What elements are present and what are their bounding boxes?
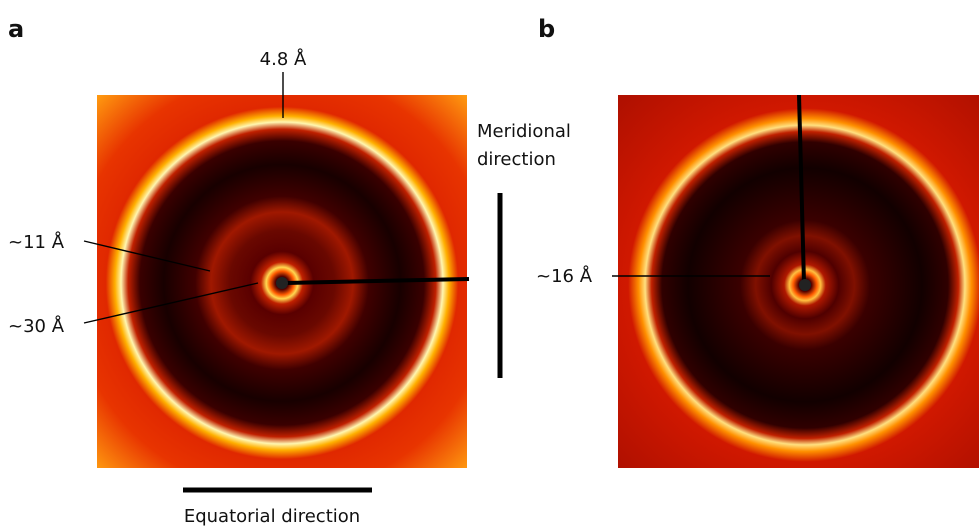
beam-center: [276, 277, 288, 289]
figure: a 4.8 Å ~11 Å ~30 Å Meridional direction…: [0, 0, 979, 527]
annotation-label: ~11 Å: [8, 231, 65, 253]
beam-center: [799, 279, 811, 291]
annotation-label: ~16 Å: [536, 265, 593, 287]
direction-label: Meridional: [477, 121, 571, 142]
direction-label: Equatorial direction: [184, 506, 360, 527]
annotation-label: 4.8 Å: [260, 48, 307, 70]
panel-label: b: [538, 15, 555, 43]
direction-label: direction: [477, 149, 556, 170]
panel-label: a: [8, 15, 24, 43]
annotation-label: ~30 Å: [8, 315, 65, 337]
